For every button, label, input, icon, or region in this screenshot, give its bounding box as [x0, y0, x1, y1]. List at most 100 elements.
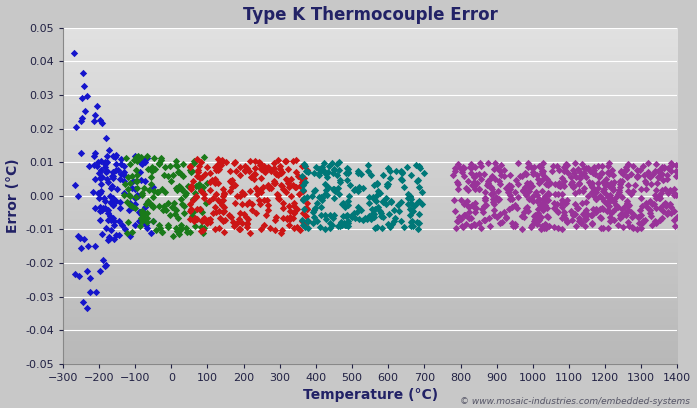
Point	[254, 162, 266, 168]
Point	[275, 166, 286, 173]
Point	[576, 200, 587, 206]
Point	[372, 188, 383, 195]
Point	[450, 168, 461, 174]
Point	[300, 224, 311, 231]
Point	[140, 200, 151, 207]
Point	[100, 161, 111, 167]
Point	[631, 174, 642, 181]
Point	[404, 193, 415, 199]
Point	[187, 209, 198, 215]
Point	[213, 156, 224, 163]
Point	[289, 203, 300, 210]
Point	[670, 162, 681, 168]
Point	[527, 171, 538, 177]
Point	[384, 175, 395, 181]
Point	[216, 157, 227, 163]
Point	[460, 185, 471, 191]
Point	[132, 153, 144, 160]
Point	[569, 211, 580, 217]
Point	[137, 208, 148, 215]
Point	[470, 164, 481, 170]
Point	[253, 188, 264, 194]
Point	[191, 193, 202, 199]
Point	[395, 218, 406, 224]
Point	[652, 180, 663, 186]
Point	[364, 200, 375, 206]
Point	[556, 191, 567, 197]
Point	[130, 153, 141, 160]
Point	[557, 215, 568, 222]
Point	[314, 172, 325, 178]
Point	[213, 197, 224, 204]
Point	[641, 204, 652, 211]
Point	[297, 210, 308, 217]
Point	[102, 206, 114, 213]
Point	[574, 215, 585, 221]
Point	[187, 168, 198, 175]
Point	[602, 169, 613, 175]
Point	[375, 213, 386, 220]
Point	[89, 176, 100, 182]
Point	[192, 215, 203, 222]
Point	[504, 192, 515, 198]
Point	[296, 217, 307, 224]
Point	[227, 218, 238, 225]
Point	[561, 200, 572, 206]
Point	[608, 217, 619, 223]
Point	[150, 166, 161, 173]
Point	[627, 224, 638, 231]
Point	[594, 193, 605, 200]
Point	[100, 261, 112, 268]
Point	[195, 228, 206, 234]
Point	[185, 184, 196, 191]
Point	[79, 108, 91, 114]
Point	[269, 164, 280, 171]
Point	[352, 169, 363, 176]
Point	[668, 216, 680, 223]
Point	[197, 173, 208, 180]
Point	[277, 169, 288, 175]
Point	[402, 191, 413, 197]
Point	[603, 171, 614, 177]
Point	[389, 215, 400, 222]
Point	[131, 184, 142, 191]
Point	[148, 204, 159, 211]
Point	[100, 169, 111, 175]
Point	[581, 215, 592, 222]
Point	[321, 171, 332, 177]
Point	[339, 220, 350, 226]
Point	[216, 202, 227, 208]
Point	[383, 165, 394, 171]
Point	[587, 184, 598, 190]
Point	[507, 223, 518, 229]
Point	[629, 212, 640, 219]
Point	[341, 212, 352, 218]
Point	[597, 194, 608, 201]
Point	[94, 190, 105, 196]
Point	[190, 190, 201, 197]
Point	[296, 217, 307, 224]
Point	[527, 197, 538, 203]
Point	[99, 164, 110, 170]
Point	[201, 220, 213, 226]
Point	[206, 176, 217, 183]
Point	[268, 178, 279, 184]
Point	[202, 217, 213, 223]
Point	[95, 268, 106, 274]
Point	[310, 205, 321, 212]
Point	[636, 224, 647, 231]
Point	[303, 217, 314, 224]
Point	[453, 214, 464, 220]
Point	[196, 187, 207, 193]
Point	[97, 205, 108, 211]
Point	[645, 173, 656, 180]
Point	[581, 165, 592, 172]
Point	[115, 171, 126, 177]
Point	[648, 171, 659, 177]
Point	[487, 196, 498, 202]
Point	[650, 192, 661, 198]
Point	[559, 177, 570, 184]
Point	[489, 201, 500, 207]
Point	[328, 170, 339, 176]
Point	[507, 204, 518, 211]
